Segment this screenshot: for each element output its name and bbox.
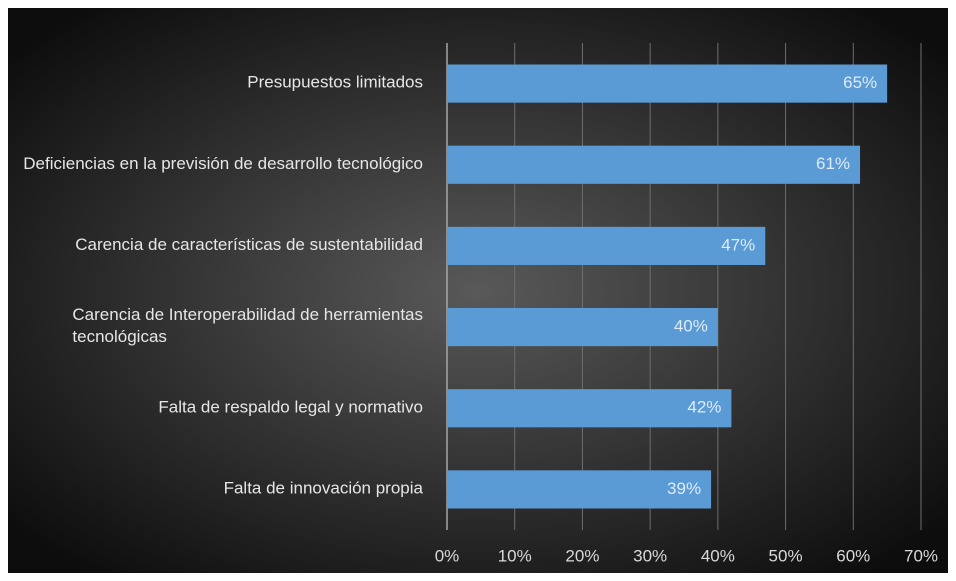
y-tick-label: Presupuestos limitados: [247, 73, 423, 92]
y-tick-label: Falta de respaldo legal y normativo: [158, 398, 423, 417]
y-tick-label: Falta de innovación propia: [224, 479, 424, 498]
x-tick-label: 30%: [633, 546, 667, 565]
data-label: 47%: [721, 235, 755, 254]
bar: [447, 308, 718, 347]
data-label: 65%: [843, 73, 877, 92]
x-tick-label: 60%: [836, 546, 870, 565]
data-label: 39%: [667, 479, 701, 498]
bar: [447, 226, 766, 265]
x-tick-label: 70%: [904, 546, 938, 565]
x-tick-label: 50%: [769, 546, 803, 565]
bar: [447, 64, 888, 103]
data-label: 42%: [687, 398, 721, 417]
bar: [447, 145, 861, 184]
bar: [447, 389, 732, 428]
data-label: 40%: [674, 317, 708, 336]
bar: [447, 470, 712, 509]
x-tick-label: 20%: [565, 546, 599, 565]
y-tick-label: Carencia de Interoperabilidad de herrami…: [72, 306, 427, 347]
y-tick-label: Carencia de características de sustentab…: [75, 235, 423, 254]
x-tick-label: 40%: [701, 546, 735, 565]
data-label: 61%: [816, 154, 850, 173]
y-tick-label: Deficiencias en la previsión de desarrol…: [23, 154, 423, 173]
x-tick-label: 0%: [435, 546, 460, 565]
x-tick-label: 10%: [498, 546, 532, 565]
